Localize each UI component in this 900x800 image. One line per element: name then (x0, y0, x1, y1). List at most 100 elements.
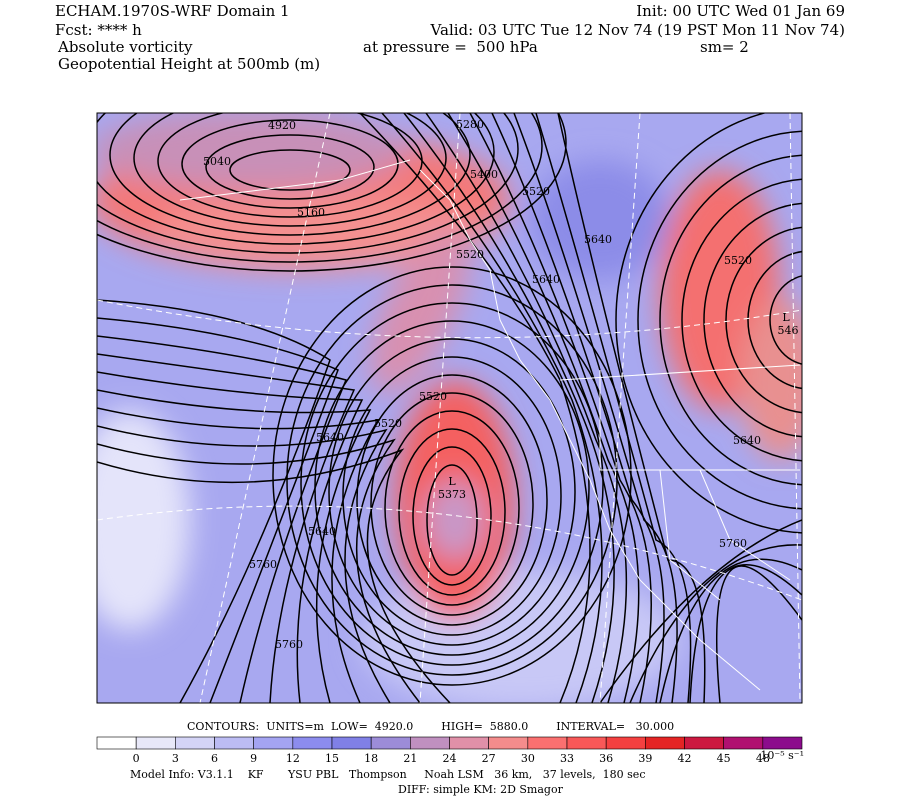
contour-label: 5760 (275, 638, 303, 651)
smoothing: sm= 2 (700, 38, 749, 56)
colorbar-units: 10⁻⁵ s⁻¹ (760, 749, 804, 762)
contour-info: CONTOURS: UNITS=m LOW= 4920.0 HIGH= 5880… (187, 720, 674, 733)
contour-label: 5640 (316, 431, 344, 444)
contour-line (97, 113, 519, 254)
contour-line (356, 374, 548, 626)
contour-line (426, 464, 478, 576)
contour-line (300, 302, 604, 666)
colorbar-label: 3 (172, 752, 179, 765)
contour-line (97, 371, 364, 703)
forecast-hour: Fcst: **** h (55, 21, 142, 39)
colorbar-label: 6 (211, 752, 218, 765)
colorbar-swatch (566, 736, 607, 750)
colorbar-swatch (214, 736, 254, 750)
contour-label: 5400 (470, 168, 498, 181)
colorbar-swatch (370, 736, 411, 750)
contour-line (381, 113, 603, 703)
low-marker: L (448, 475, 456, 488)
pressure-level: at pressure = 500 hPa (363, 38, 538, 56)
contour-line (715, 565, 802, 703)
colorbar-swatch (449, 736, 489, 750)
contour-label: 5040 (203, 155, 231, 168)
init-time: Init: 00 UTC Wed 01 Jan 69 (636, 2, 845, 20)
colorbar-label: 15 (325, 752, 339, 765)
colorbar-swatch (762, 736, 803, 750)
colorbar-swatch (488, 736, 529, 750)
contour-label: 5640 (308, 525, 336, 538)
contour-labels: 4920 5280 5040 5400 5520 5160 5640 5520 … (203, 118, 799, 651)
contour-line (615, 113, 802, 534)
contour-line (689, 564, 802, 703)
map-frame (96, 112, 803, 704)
contour-line (97, 113, 567, 272)
colorbar-swatch (135, 736, 176, 750)
height-contours (97, 113, 802, 703)
colorbar-label: 33 (560, 752, 574, 765)
contour-line (398, 428, 506, 596)
colorbar-swatch (331, 736, 372, 750)
colorbar-label: 39 (638, 752, 652, 765)
contour-line (412, 446, 492, 586)
contour-label: 5373 (438, 488, 466, 501)
contour-label: 5280 (456, 118, 484, 131)
contour-line (469, 113, 652, 703)
contour-label: 5520 (374, 417, 402, 430)
contour-line (384, 410, 520, 606)
contour-label: 5760 (249, 558, 277, 571)
contour-line (97, 113, 495, 245)
contour-line (97, 407, 380, 703)
colorbar-swatch (527, 736, 568, 750)
colorbar-swatch (253, 736, 294, 750)
colorbar-label: 0 (133, 752, 140, 765)
contour-line (447, 113, 640, 703)
contour-label: 5520 (522, 185, 550, 198)
contour-line (205, 134, 375, 200)
contour-label: 5520 (456, 248, 484, 261)
contour-label: 5640 (532, 273, 560, 286)
contour-line (629, 544, 802, 703)
colorbar-label: 42 (678, 752, 692, 765)
contour-line (229, 149, 351, 191)
field-name: Absolute vorticity (57, 38, 193, 56)
colorbar-label: 24 (443, 752, 457, 765)
colorbar-swatch (645, 736, 685, 750)
contour-line (97, 335, 348, 703)
contour-label: 5520 (419, 390, 447, 403)
contour-line (97, 425, 391, 703)
contour-line (97, 113, 543, 263)
contour-line (703, 202, 802, 438)
contour-label: 5520 (724, 254, 752, 267)
map-area (97, 113, 802, 703)
graticule (97, 113, 802, 703)
title: ECHAM.1970S-WRF Domain 1 (55, 2, 290, 20)
contour-line (97, 438, 421, 703)
colorbar-label: 9 (250, 752, 257, 765)
colorbar-label: 12 (286, 752, 300, 765)
contour-line (97, 317, 339, 703)
low-marker: L (782, 311, 790, 324)
contour-line (681, 178, 802, 462)
contour-line (659, 154, 802, 486)
contour-line (659, 558, 802, 703)
contour-line (725, 226, 802, 414)
contour-label: 5640 (733, 434, 761, 447)
contour-line (425, 113, 628, 703)
colorbar-swatch (292, 736, 333, 750)
contour-line (97, 353, 356, 703)
colorbar-label: 27 (482, 752, 496, 765)
contour-line (491, 113, 665, 703)
colorbar-swatch (410, 736, 450, 750)
contour-line (370, 392, 534, 616)
contour-line (133, 113, 447, 227)
contour-line (181, 119, 399, 209)
colorbar-swatch (723, 736, 764, 750)
contour-line (535, 113, 692, 703)
contour-label: 5640 (584, 233, 612, 246)
colorbar-label: 18 (364, 752, 378, 765)
contour-line (557, 113, 706, 703)
contour-line (97, 389, 372, 703)
contour-label: 4920 (268, 119, 296, 132)
colorbar-label: 30 (521, 752, 535, 765)
